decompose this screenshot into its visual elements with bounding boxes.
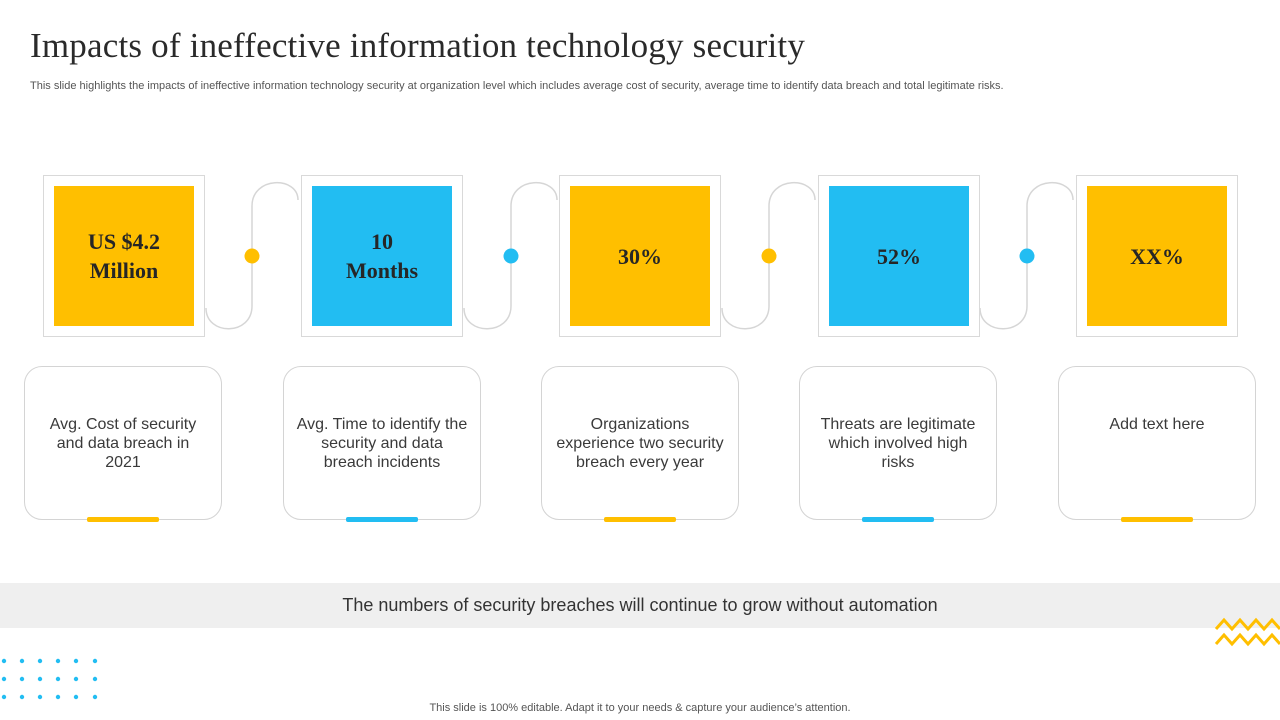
stat-card-2: 10 Months	[301, 175, 463, 337]
zigzag-decoration-icon	[1214, 617, 1280, 647]
slide-title: Impacts of ineffective information techn…	[30, 26, 806, 65]
footer-note: This slide is 100% editable. Adapt it to…	[429, 702, 851, 714]
stat-square: 30%	[570, 186, 710, 326]
description-text: Add text here	[1109, 416, 1205, 433]
stat-value: 10 Months	[345, 229, 419, 283]
stat-value: US $4.2 Million	[87, 229, 161, 283]
accent-bar	[346, 517, 418, 522]
connector-dot	[503, 248, 519, 264]
connector-curve	[721, 182, 816, 330]
accent-bar	[1121, 517, 1193, 522]
stat-value: 52%	[877, 243, 921, 269]
description-card-2: Avg. Time to identify the security and d…	[283, 366, 481, 522]
description-text: Avg. Cost of security and data breach in…	[49, 416, 197, 471]
dot-grid-decoration-icon	[1, 658, 98, 700]
description-card-5: Add text here	[1058, 366, 1256, 522]
connector-curve	[979, 182, 1074, 330]
summary-banner: The numbers of security breaches will co…	[0, 583, 1280, 628]
stat-card-5: XX%	[1076, 175, 1238, 337]
accent-bar	[604, 517, 676, 522]
description-text: Avg. Time to identify the security and d…	[296, 416, 468, 471]
stat-value: 30%	[618, 243, 662, 269]
stat-card-4: 52%	[818, 175, 980, 337]
description-text: Organizations experience two security br…	[556, 416, 724, 471]
slide-subtitle: This slide highlights the impacts of ine…	[30, 80, 1004, 92]
connector-dot	[244, 248, 260, 264]
connector-dot	[1019, 248, 1035, 264]
description-card-1: Avg. Cost of security and data breach in…	[24, 366, 222, 522]
stat-square: 10 Months	[312, 186, 452, 326]
accent-bar	[862, 517, 934, 522]
accent-bar	[87, 517, 159, 522]
stat-square: XX%	[1087, 186, 1227, 326]
connector-curve	[463, 182, 558, 330]
stat-value: XX%	[1130, 243, 1184, 269]
stat-card-1: US $4.2 Million	[43, 175, 205, 337]
description-card-3: Organizations experience two security br…	[541, 366, 739, 522]
stat-square: 52%	[829, 186, 969, 326]
stat-square: US $4.2 Million	[54, 186, 194, 326]
banner-text: The numbers of security breaches will co…	[342, 595, 938, 615]
connector-curves	[205, 182, 1074, 330]
connector-curve	[205, 182, 299, 330]
description-text: Threats are legitimate which involved hi…	[820, 416, 976, 471]
description-card-4: Threats are legitimate which involved hi…	[799, 366, 997, 522]
stat-card-3: 30%	[559, 175, 721, 337]
connector-dot	[761, 248, 777, 264]
